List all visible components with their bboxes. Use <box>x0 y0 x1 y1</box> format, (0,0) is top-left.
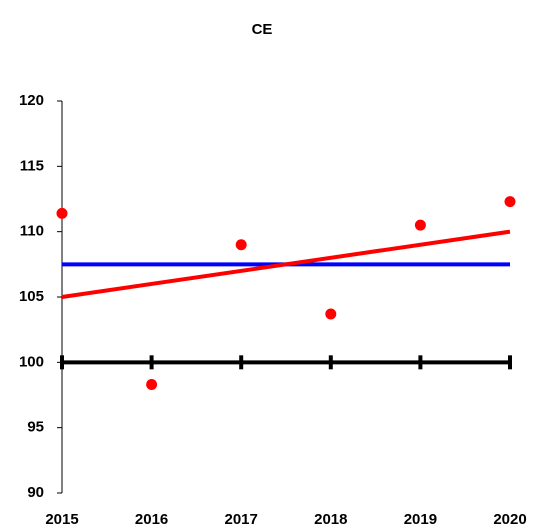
point <box>56 207 68 219</box>
line <box>61 229 511 299</box>
x-tick-label: 2017 <box>225 511 258 528</box>
y-tick-label: 115 <box>20 157 44 174</box>
x-tick-label: 2020 <box>493 511 526 528</box>
point <box>325 308 337 320</box>
point <box>414 219 426 231</box>
y-tick-label: 120 <box>19 92 44 109</box>
chart-title: CE <box>252 21 273 38</box>
y-tick-label: 100 <box>19 353 44 370</box>
point <box>504 196 516 208</box>
y-tick-label: 90 <box>27 484 44 501</box>
x-tick-label: 2018 <box>314 511 347 528</box>
x-tick-label: 2016 <box>135 511 168 528</box>
y-tick-label: 105 <box>19 288 44 305</box>
x-tick-label: 2019 <box>404 511 437 528</box>
x-tick-label: 2015 <box>45 511 78 528</box>
y-tick-label: 110 <box>20 223 44 240</box>
point <box>235 239 247 251</box>
y-tick-label: 95 <box>27 419 44 436</box>
point <box>146 379 158 391</box>
